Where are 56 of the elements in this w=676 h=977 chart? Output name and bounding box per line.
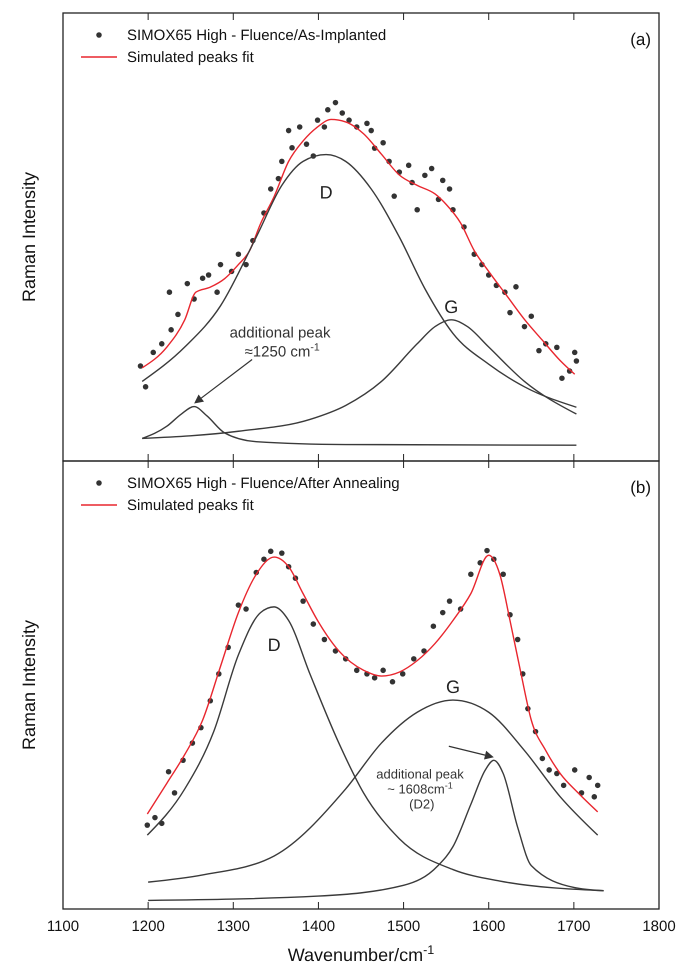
point xyxy=(592,794,598,800)
y-axis-title: Raman Intensity xyxy=(19,172,39,302)
text: (b) xyxy=(630,478,651,497)
x-tick-label: 1800 xyxy=(642,918,676,935)
y-axis-title: Raman Intensity xyxy=(19,620,39,750)
point xyxy=(152,814,158,820)
series-label: G xyxy=(444,296,458,317)
point xyxy=(440,610,446,616)
point xyxy=(500,571,506,578)
point xyxy=(300,598,306,604)
point xyxy=(514,636,520,642)
point xyxy=(354,668,360,674)
x-tick-label: 1700 xyxy=(557,918,591,935)
annotation: additional peak ≈1250 cm$^{-1}$ xyxy=(230,324,335,361)
x-tick-label: 1600 xyxy=(472,918,506,935)
point xyxy=(560,782,566,788)
point xyxy=(484,548,490,554)
point xyxy=(236,602,242,608)
point xyxy=(372,675,378,681)
point xyxy=(446,598,452,604)
point xyxy=(144,822,150,828)
point xyxy=(243,606,249,612)
point xyxy=(166,768,172,774)
point xyxy=(261,556,267,562)
x-tick-label: 1300 xyxy=(216,918,250,935)
point xyxy=(322,636,328,642)
x-tick-label: 1100 xyxy=(46,918,80,935)
legend-label: Simulated peaks fit xyxy=(127,49,255,66)
point xyxy=(430,623,436,629)
point xyxy=(380,668,386,674)
point xyxy=(172,790,178,796)
point xyxy=(310,621,316,627)
legend-label: SIMOX65 High - Fluence/As-Implanted xyxy=(127,27,386,44)
point xyxy=(594,782,600,788)
text: (a) xyxy=(630,30,651,49)
point xyxy=(586,774,592,780)
point xyxy=(468,571,474,578)
x-tick-label: 1400 xyxy=(302,918,336,935)
point xyxy=(546,767,552,773)
point xyxy=(400,671,406,677)
legend-label: Simulated peaks fit xyxy=(127,497,255,514)
point xyxy=(572,767,578,773)
series-label: G xyxy=(446,677,460,698)
legend-label: SIMOX65 High - Fluence/After Annealing xyxy=(127,475,400,492)
x-tick-label: 1500 xyxy=(386,918,420,935)
point xyxy=(279,550,285,556)
point xyxy=(411,656,417,662)
point xyxy=(540,756,546,762)
point xyxy=(554,770,560,776)
text: additional peak ~ 1608cm$^{-1}$ (D2) xyxy=(376,766,464,812)
x-tick-label: 1200 xyxy=(131,918,165,935)
x-axis-title: Wavenumber/cm$^{-1}$ xyxy=(288,943,434,965)
series-label: D xyxy=(320,182,333,203)
point xyxy=(390,679,396,685)
series-label: D xyxy=(268,634,281,655)
point xyxy=(268,548,274,554)
